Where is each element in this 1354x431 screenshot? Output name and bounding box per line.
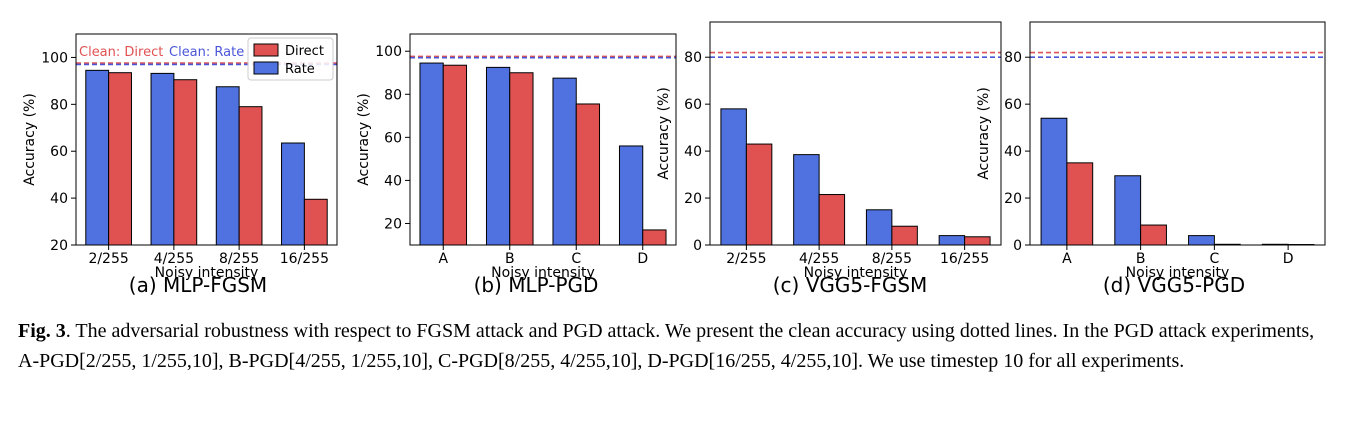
x-tick-label: B xyxy=(1136,251,1146,267)
bar-rate-3 xyxy=(1188,235,1215,246)
y-axis-label: Accuracy (%) xyxy=(22,93,38,186)
x-tick-label: 16/255 xyxy=(280,251,329,267)
y-axis-label: Accuracy (%) xyxy=(976,87,992,180)
x-tick-label: 2/255 xyxy=(88,251,128,267)
plot-frame xyxy=(709,21,1002,246)
caption-text: . The adversarial robustness with respec… xyxy=(18,320,1315,372)
bar-rate-2 xyxy=(793,154,820,246)
y-tick-label: 20 xyxy=(384,216,402,232)
x-tick-label: 8/255 xyxy=(872,251,912,267)
plot-frame xyxy=(409,33,677,246)
x-tick-label: A xyxy=(1062,251,1072,267)
bar-rate-4 xyxy=(618,145,644,246)
legend: Direct Rate xyxy=(247,37,334,81)
y-tick-label: 60 xyxy=(684,97,702,113)
bar-rate-1 xyxy=(85,69,110,246)
y-tick-label: 20 xyxy=(684,191,702,207)
y-tick-label: 80 xyxy=(684,50,702,66)
y-tick-label: 60 xyxy=(50,144,68,160)
chart-panel-1: 20 40 60 80 100 2/255 4/255 8/255 16/255 Noisy in… xyxy=(22,33,338,297)
y-tick-label: 80 xyxy=(50,97,68,113)
y-tick-label: 20 xyxy=(50,238,68,254)
y-axis-label: Accuracy (%) xyxy=(356,93,372,186)
x-tick-label: B xyxy=(505,251,515,267)
bar-direct-4 xyxy=(964,236,991,246)
legend-swatch-direct xyxy=(253,43,279,57)
y-tick-label: 0 xyxy=(693,238,702,254)
bar-rate-3 xyxy=(215,86,240,246)
bar-rate-2 xyxy=(1114,175,1142,246)
chart-panel-2: 20 40 60 80 100 A B C D Noisy intensity Accuracy (… xyxy=(356,33,677,297)
plot-frame xyxy=(75,33,338,246)
y-tick-label: 80 xyxy=(1004,50,1022,66)
x-tick-label: 2/255 xyxy=(726,251,766,267)
bar-direct-3 xyxy=(575,103,601,246)
clean-direct-label: Clean: Direct xyxy=(79,45,163,60)
bar-direct-1 xyxy=(442,64,468,246)
bar-direct-2 xyxy=(173,79,198,246)
bar-direct-3 xyxy=(238,106,263,246)
y-tick-label: 60 xyxy=(384,130,402,146)
figure-panels: 20 40 60 80 100 2/255 4/255 8/255 16/255 Noisy in… xyxy=(22,21,1326,297)
x-tick-label: 8/255 xyxy=(219,251,259,267)
x-tick-label: 16/255 xyxy=(940,251,989,267)
clean-rate-label: Clean: Rate xyxy=(169,45,244,60)
caption-label: Fig. 3 xyxy=(18,320,66,342)
y-tick-label: 100 xyxy=(375,44,402,60)
x-tick-label: A xyxy=(438,251,448,267)
bar-rate-3 xyxy=(552,77,577,246)
x-axis-label: Noisy intensity xyxy=(155,265,259,281)
bar-rate-2 xyxy=(485,66,511,246)
chart-panel-4: 0 20 40 60 80 A B C D Noisy intensity Accuracy (%)… xyxy=(976,21,1326,297)
legend-label-direct: Direct xyxy=(285,44,324,59)
bar-rate-4 xyxy=(281,142,305,246)
legend-label-rate: Rate xyxy=(285,62,315,77)
bar-direct-2 xyxy=(818,194,846,246)
bar-direct-1 xyxy=(108,72,132,246)
x-tick-label: C xyxy=(571,251,581,267)
chart-panel-3: 0 20 40 60 80 2/255 4/255 8/255 16/255 Noisy inte… xyxy=(656,21,1002,297)
bar-rate-1 xyxy=(419,62,444,246)
subcaption: (a) MLP-FGSM xyxy=(129,273,267,297)
plot-frame xyxy=(1029,21,1326,246)
bar-direct-4 xyxy=(303,198,328,246)
y-tick-label: 20 xyxy=(1004,191,1022,207)
y-tick-label: 80 xyxy=(384,87,402,103)
subcaption: (b) MLP-PGD xyxy=(474,273,599,297)
bar-direct-1 xyxy=(745,143,773,246)
bar-direct-1 xyxy=(1066,162,1094,246)
bar-direct-4 xyxy=(642,229,667,246)
x-tick-label: 4/255 xyxy=(154,251,194,267)
legend-swatch-rate xyxy=(253,61,279,75)
subcaption: (d) VGG5-PGD xyxy=(1103,273,1245,297)
y-axis-label: Accuracy (%) xyxy=(656,87,672,180)
bar-rate-1 xyxy=(1040,117,1068,246)
y-tick-label: 40 xyxy=(684,144,702,160)
bar-rate-3 xyxy=(865,209,893,246)
x-tick-label: D xyxy=(637,251,648,267)
y-tick-label: 60 xyxy=(1004,97,1022,113)
y-tick-label: 40 xyxy=(384,173,402,189)
x-axis-label: Noisy intensity xyxy=(1126,265,1230,281)
bar-rate-1 xyxy=(720,108,747,246)
y-tick-label: 0 xyxy=(1013,238,1022,254)
bar-direct-3 xyxy=(891,225,918,246)
subcaption: (c) VGG5-FGSM xyxy=(773,273,928,297)
bar-direct-2 xyxy=(1140,224,1167,246)
x-axis-label: Noisy intensity xyxy=(804,265,908,281)
x-tick-label: 4/255 xyxy=(799,251,839,267)
bar-rate-4 xyxy=(938,235,966,246)
y-tick-label: 100 xyxy=(41,50,68,66)
y-tick-label: 40 xyxy=(1004,144,1022,160)
x-tick-label: C xyxy=(1209,251,1219,267)
bar-rate-2 xyxy=(150,72,175,246)
x-axis-label: Noisy intensity xyxy=(491,265,595,281)
figure-caption: Fig. 3. The adversarial robustness with … xyxy=(18,316,1338,376)
x-tick-label: D xyxy=(1283,251,1294,267)
y-tick-label: 40 xyxy=(50,191,68,207)
bar-direct-2 xyxy=(509,72,534,246)
